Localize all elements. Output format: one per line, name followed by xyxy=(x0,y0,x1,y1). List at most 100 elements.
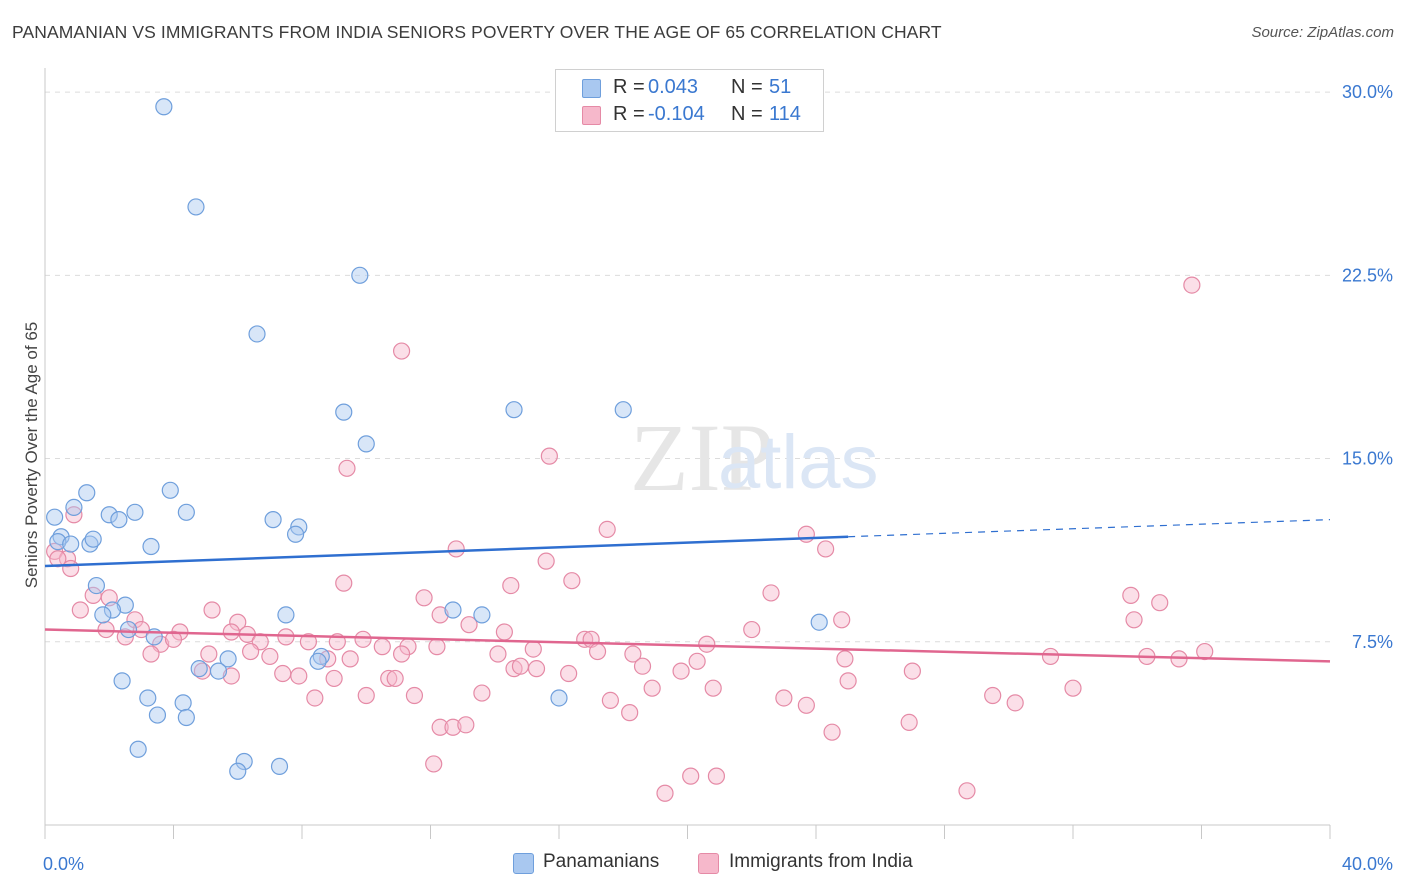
india-point xyxy=(688,652,706,670)
india-point xyxy=(1122,586,1140,604)
india-point xyxy=(222,667,240,685)
panamanian-point xyxy=(62,535,80,553)
india-point xyxy=(1041,647,1060,666)
india-point xyxy=(775,689,793,707)
panamanian-trendline xyxy=(44,535,849,568)
india-point xyxy=(495,623,513,641)
india-point xyxy=(900,713,918,731)
panamanian-point xyxy=(177,503,195,521)
india-point xyxy=(58,550,77,568)
india-point xyxy=(1125,611,1143,629)
india-point xyxy=(511,657,530,675)
legend-label: Panamanians xyxy=(543,851,660,872)
india-point xyxy=(633,657,652,675)
panamanian-point xyxy=(614,401,632,419)
india-point xyxy=(392,645,411,663)
india-point xyxy=(624,645,642,663)
panamanian-point xyxy=(810,613,828,631)
india-point xyxy=(299,633,318,651)
india-point xyxy=(460,616,478,634)
y-tick-label: 30.0% xyxy=(1342,82,1393,102)
panamanian-point xyxy=(248,325,266,343)
panamanian-point xyxy=(277,606,295,624)
india-point xyxy=(958,782,976,800)
panamanian-point xyxy=(119,620,138,639)
legend-swatch-pink xyxy=(698,853,719,874)
panamanian-point xyxy=(190,660,208,678)
india-point xyxy=(431,718,449,736)
india-point xyxy=(142,645,160,663)
panamanian-point xyxy=(444,601,462,619)
panamanian-point xyxy=(270,757,289,775)
panamanian-point xyxy=(113,672,131,690)
legend-n-label: N = xyxy=(731,103,763,125)
india-point xyxy=(643,679,661,697)
panamanian-point xyxy=(309,652,327,670)
source-label: Source: ZipAtlas.com xyxy=(1251,24,1394,41)
india-point xyxy=(707,767,726,785)
watermark-zip: ZIP xyxy=(630,404,774,511)
y-tick-label: 22.5% xyxy=(1342,265,1393,285)
india-point xyxy=(341,650,359,668)
india-point xyxy=(489,645,507,663)
panamanian-point xyxy=(209,662,228,680)
tick-labels: 7.5% 15.0% 22.5% 30.0% 0.0% 40.0% xyxy=(43,82,1393,874)
india-point xyxy=(563,572,581,590)
watermark: ZIP atlas xyxy=(630,404,879,511)
india-point xyxy=(839,672,857,690)
panamanian-point xyxy=(129,740,147,758)
india-point xyxy=(672,662,690,680)
chart-title: PANAMANIAN VS IMMIGRANTS FROM INDIA SENI… xyxy=(12,22,942,42)
legend-n-value: 51 xyxy=(769,76,792,98)
panamanian-point xyxy=(229,762,247,780)
panamanian-point xyxy=(142,537,160,556)
india-point xyxy=(1006,694,1024,712)
legend-swatch-blue xyxy=(582,79,601,98)
x-tick-label: 40.0% xyxy=(1342,854,1393,874)
india-point xyxy=(405,686,424,705)
panamanian-point xyxy=(235,752,253,771)
panamanian-point xyxy=(84,530,102,548)
panamanian-point xyxy=(505,401,523,419)
india-point xyxy=(621,704,639,722)
panamanian-trendline-extension xyxy=(848,519,1331,538)
india-point xyxy=(428,638,446,656)
india-point xyxy=(540,447,558,465)
india-point xyxy=(222,623,240,641)
y-axis-label: Seniors Poverty Over the Age of 65 xyxy=(22,322,41,588)
india-point xyxy=(203,601,221,619)
india-point xyxy=(704,679,722,697)
india-point xyxy=(164,630,183,648)
india-point xyxy=(306,689,324,707)
legend-row-panamanians: R = 0.043 N = 51 xyxy=(556,74,823,100)
legend-n-label: N = xyxy=(731,76,763,98)
panamanian-point xyxy=(335,403,353,421)
india-point xyxy=(71,601,89,619)
panamanian-point xyxy=(65,498,83,517)
india-point xyxy=(601,691,620,710)
legend-n-value: 114 xyxy=(769,103,801,125)
india-point xyxy=(797,525,815,543)
legend-r-value: 0.043 xyxy=(648,76,699,98)
india-point xyxy=(984,686,1002,705)
panamanian-point xyxy=(351,266,369,284)
india-point xyxy=(431,606,449,624)
trend-lines xyxy=(44,519,1331,663)
india-point xyxy=(656,784,674,802)
india-point xyxy=(537,552,555,570)
india-point xyxy=(373,638,391,656)
panamanian-point xyxy=(312,647,330,666)
india-point xyxy=(335,574,353,592)
india-point xyxy=(386,669,404,688)
axis-layer xyxy=(44,68,1331,839)
india-point xyxy=(698,635,716,653)
panamanian-point xyxy=(161,481,179,499)
panamanian-point xyxy=(46,508,64,526)
panamanian-point xyxy=(155,98,173,116)
grid-layer xyxy=(45,91,1330,643)
india-point xyxy=(743,620,761,639)
watermark-atlas: atlas xyxy=(718,420,879,505)
india-point xyxy=(126,611,144,629)
india-point xyxy=(392,342,411,360)
india-point xyxy=(903,662,921,680)
